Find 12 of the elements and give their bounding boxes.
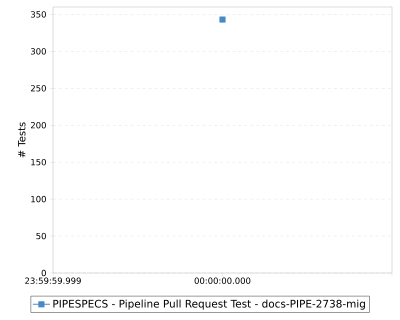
- y-tick-label: 100: [31, 196, 46, 202]
- y-tick-label: 250: [30, 85, 46, 92]
- x-tick-label: 00:00:00.000: [194, 278, 250, 284]
- legend-label: PIPESPECS - Pipeline Pull Request Test - docs-PIPE-2738-mig: [53, 300, 365, 310]
- y-tick-label: 150: [31, 158, 46, 166]
- y-tick-label: 300: [30, 48, 46, 55]
- y-tick-label: 200: [30, 122, 46, 128]
- y-tick-label: 0: [42, 270, 46, 276]
- x-tick-label: 23:59:59.999: [25, 278, 81, 284]
- y-axis-title: # Tests: [18, 122, 26, 158]
- y-tick-label: 50: [36, 232, 46, 240]
- y-tick-label: 350: [30, 11, 46, 18]
